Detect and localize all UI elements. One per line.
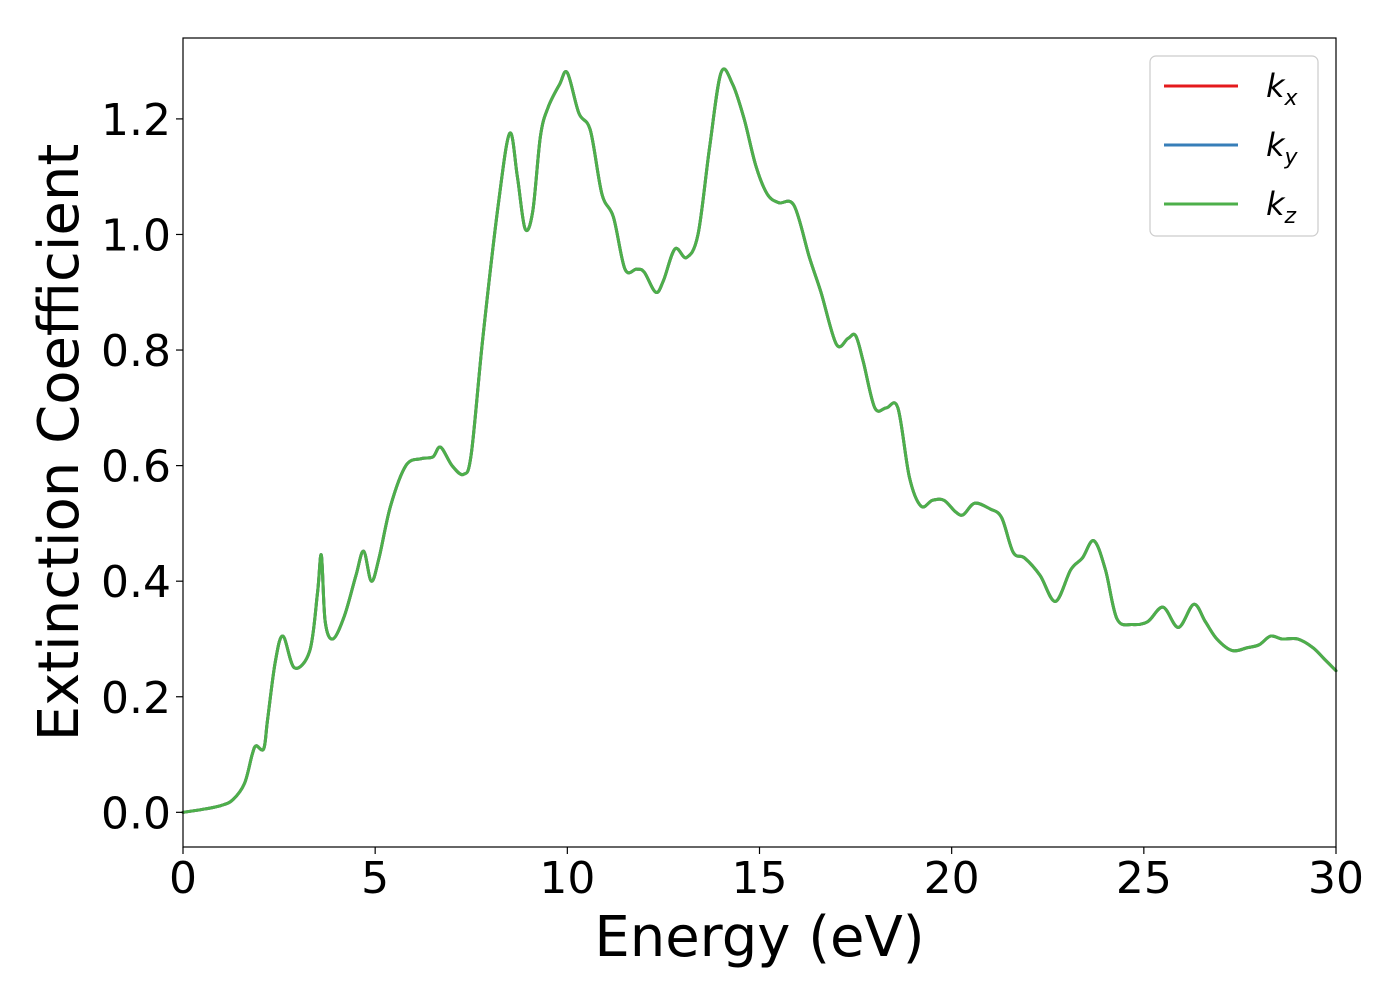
y-tick-label: 0.0 — [101, 788, 171, 839]
x-tick-label: 30 — [1308, 853, 1364, 904]
legend: kx ky kz — [1149, 55, 1319, 237]
y-tick-label: 0.2 — [101, 673, 171, 724]
x-axis: 0 5 10 15 20 25 30 — [169, 847, 1364, 904]
x-tick-label: 25 — [1116, 853, 1172, 904]
series-line-kz — [181, 67, 1338, 814]
x-tick-label: 5 — [361, 853, 389, 904]
y-tick-label: 0.8 — [101, 326, 171, 377]
y-tick-label: 1.2 — [101, 95, 171, 146]
y-tick-label: 1.0 — [101, 210, 171, 261]
y-axis-label: Extinction Coefficient — [27, 144, 92, 742]
y-tick-label: 0.4 — [101, 557, 171, 608]
legend-label: kz — [1266, 185, 1297, 229]
x-axis-label: Energy (eV) — [594, 905, 924, 970]
y-axis: 0.0 0.2 0.4 0.6 0.8 1.0 1.2 — [101, 95, 183, 839]
x-tick-label: 15 — [732, 853, 788, 904]
y-tick-label: 0.6 — [101, 442, 171, 493]
x-tick-label: 10 — [539, 853, 595, 904]
legend-label: ky — [1266, 126, 1299, 170]
x-tick-label: 0 — [169, 853, 197, 904]
legend-label: kx — [1266, 67, 1299, 111]
series-layer — [181, 67, 1338, 814]
x-tick-label: 20 — [924, 853, 980, 904]
